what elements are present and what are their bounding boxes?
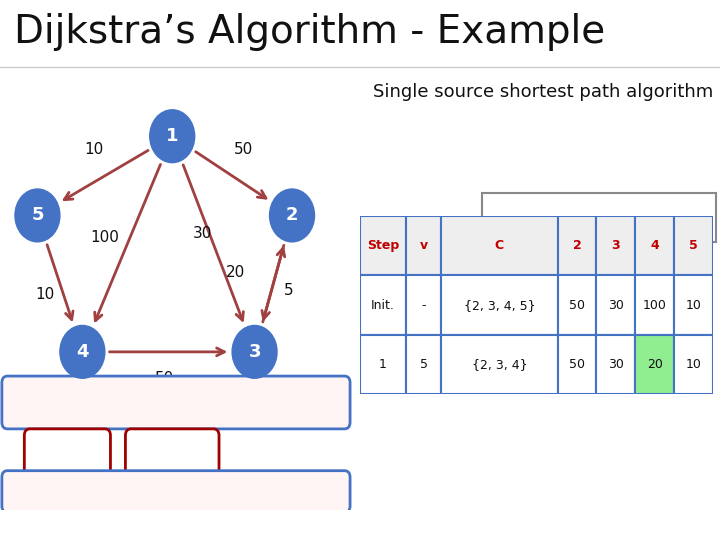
Text: 4: 4 — [76, 343, 89, 361]
Text: 30: 30 — [351, 518, 369, 532]
Text: 3: 3 — [248, 343, 261, 361]
FancyBboxPatch shape — [24, 429, 110, 482]
Circle shape — [269, 189, 315, 242]
Text: Step: Step — [366, 239, 399, 252]
Text: 20: 20 — [226, 265, 246, 280]
Bar — [557, 335, 596, 394]
Bar — [406, 275, 441, 335]
Text: Dijkstra’s Algorithm - Example: Dijkstra’s Algorithm - Example — [14, 12, 606, 51]
FancyBboxPatch shape — [2, 471, 350, 512]
Circle shape — [15, 189, 60, 242]
Bar — [441, 275, 557, 335]
Text: 50: 50 — [569, 358, 585, 371]
Text: 30: 30 — [608, 299, 624, 312]
Text: Darshan Institute of Engineering & Technology: Darshan Institute of Engineering & Techn… — [382, 518, 706, 532]
Bar — [596, 275, 635, 335]
Text: Is there path from 1 - 5 - 4: Is there path from 1 - 5 - 4 — [72, 395, 280, 409]
Bar — [441, 335, 557, 394]
Text: 100: 100 — [643, 299, 667, 312]
Text: 100: 100 — [91, 230, 120, 245]
Text: 50: 50 — [234, 142, 253, 157]
Circle shape — [232, 326, 277, 378]
Text: 2: 2 — [572, 239, 581, 252]
Text: 10: 10 — [685, 358, 701, 371]
Text: 10: 10 — [685, 299, 701, 312]
Text: 50: 50 — [155, 371, 174, 386]
Text: 4: 4 — [650, 239, 659, 252]
Text: 10: 10 — [35, 287, 55, 302]
Bar — [557, 275, 596, 335]
Text: 10: 10 — [84, 142, 103, 157]
Text: v: v — [420, 239, 428, 252]
Text: 5: 5 — [689, 239, 698, 252]
Bar — [674, 275, 713, 335]
Text: Greedy Algorithm: Greedy Algorithm — [14, 518, 138, 532]
Text: 2: 2 — [286, 206, 298, 225]
Text: Single source shortest path algorithm: Single source shortest path algorithm — [372, 83, 713, 102]
FancyBboxPatch shape — [2, 376, 350, 429]
Text: 30: 30 — [608, 358, 624, 371]
Text: 30: 30 — [192, 226, 212, 240]
Bar — [406, 216, 441, 275]
Text: No: No — [57, 448, 78, 463]
Bar — [635, 216, 674, 275]
Bar — [596, 216, 635, 275]
FancyBboxPatch shape — [125, 429, 219, 482]
Text: Compare cost of 1 – 5 – 4 and 1- 4: Compare cost of 1 – 5 – 4 and 1- 4 — [43, 484, 308, 498]
Text: 3: 3 — [611, 239, 620, 252]
Text: 50: 50 — [569, 299, 585, 312]
Bar — [557, 216, 596, 275]
Bar — [674, 216, 713, 275]
Text: -: - — [421, 299, 426, 312]
Bar — [360, 216, 406, 275]
Text: Init.: Init. — [371, 299, 395, 312]
Bar — [596, 335, 635, 394]
Text: {2, 3, 4, 5}: {2, 3, 4, 5} — [464, 299, 535, 312]
Text: 20: 20 — [647, 358, 662, 371]
Bar — [441, 216, 557, 275]
Text: 1: 1 — [379, 358, 387, 371]
Bar — [406, 335, 441, 394]
Text: 5: 5 — [284, 283, 293, 298]
Bar — [360, 275, 406, 335]
Text: Yes: Yes — [160, 448, 184, 463]
Circle shape — [150, 110, 194, 163]
Bar — [635, 335, 674, 394]
Bar — [360, 335, 406, 394]
Bar — [635, 275, 674, 335]
Text: C: C — [495, 239, 504, 252]
Text: Source node = 1: Source node = 1 — [536, 210, 663, 225]
Text: 1: 1 — [166, 127, 179, 145]
Text: 5: 5 — [31, 206, 44, 225]
Text: 5: 5 — [420, 358, 428, 371]
Bar — [674, 335, 713, 394]
Text: {2, 3, 4}: {2, 3, 4} — [472, 358, 527, 371]
Circle shape — [60, 326, 105, 378]
FancyBboxPatch shape — [482, 193, 716, 242]
